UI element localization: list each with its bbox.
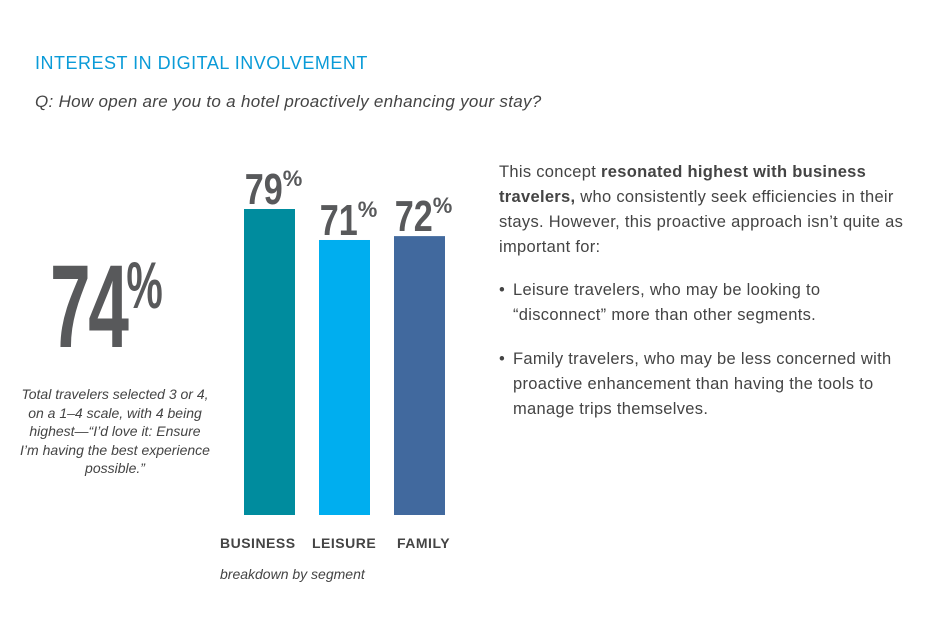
category-label-business: BUSINESS: [220, 535, 296, 551]
headline-note: Total travelers selected 3 or 4, on a 1–…: [20, 386, 210, 476]
headline-stat: 74%: [50, 248, 163, 366]
intro-text-end: who consistently seek efficiencies in th…: [499, 188, 904, 256]
data-label-business: 79%: [245, 165, 303, 214]
bar-business: [244, 209, 295, 515]
bar-leisure: [319, 239, 370, 515]
category-label-family: FAMILY: [397, 535, 451, 551]
bullet-item: Leisure travelers, who may be looking to…: [499, 278, 914, 328]
data-label-leisure: 71%: [320, 196, 378, 245]
headline-unit: %: [126, 248, 162, 322]
headline-value: 74: [50, 241, 129, 373]
x-axis-label: breakdown by segment: [220, 566, 365, 582]
intro-paragraph: This concept resonated highest with busi…: [499, 160, 914, 260]
survey-question: Q: How open are you to a hotel proactive…: [35, 92, 542, 111]
intro-emphasis: resonated highest with business traveler…: [499, 163, 867, 206]
intro-text: This concept: [499, 163, 602, 181]
bullet-list: Leisure travelers, who may be looking to…: [499, 278, 914, 422]
section-title: INTEREST IN DIGITAL INVOLVEMENT: [35, 53, 368, 73]
data-label-family: 72%: [395, 192, 453, 241]
bar-family: [394, 236, 445, 515]
commentary: This concept resonated highest with busi…: [499, 160, 914, 441]
category-label-leisure: LEISURE: [312, 535, 377, 551]
bullet-item: Family travelers, who may be less concer…: [499, 347, 914, 422]
